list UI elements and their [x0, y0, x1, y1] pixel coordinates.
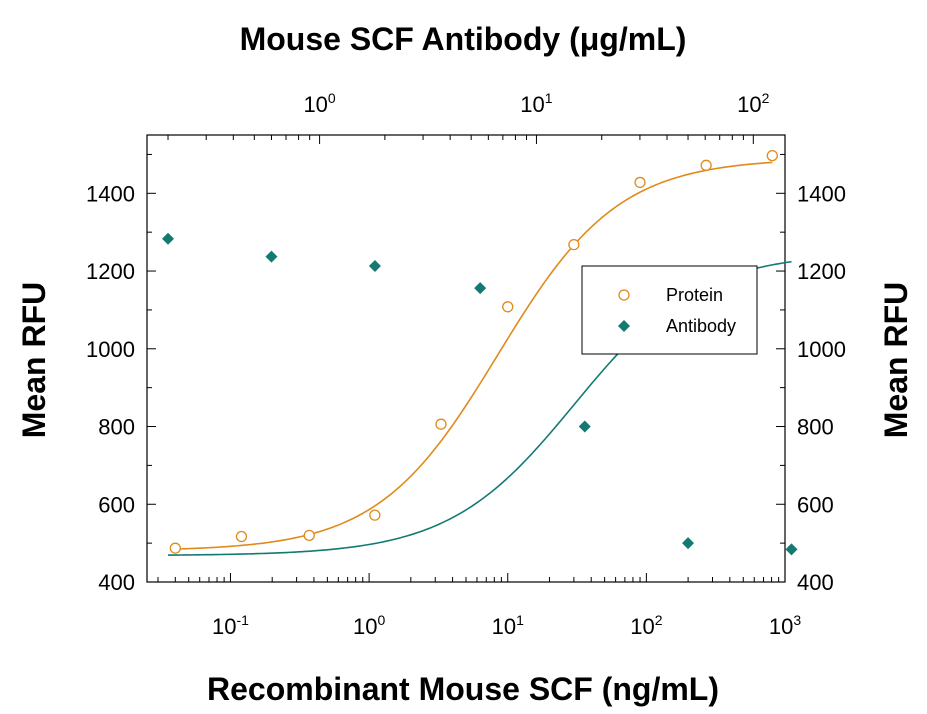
- legend-marker-protein: [618, 289, 630, 301]
- legend-marker-antibody: [618, 320, 630, 332]
- tick-label-exponent: 0: [328, 90, 336, 106]
- bottom-axis-title: Recombinant Mouse SCF (ng/mL): [207, 671, 719, 707]
- data-point-antibody: [162, 232, 175, 245]
- points-layer: [162, 149, 798, 556]
- tick-label-base: 10: [212, 614, 236, 639]
- tick-label-exponent: 2: [655, 612, 663, 628]
- bottom-x-tick-label: 100: [353, 612, 385, 639]
- y-tick-label-left: 600: [98, 492, 135, 517]
- y-tick-label-right: 1000: [797, 337, 846, 362]
- data-point-antibody: [682, 537, 695, 550]
- plot-frame: [146, 134, 786, 583]
- data-point-protein: [766, 149, 778, 162]
- tick-label-exponent: 2: [762, 90, 770, 106]
- legend-label-protein: Protein: [666, 285, 723, 305]
- tick-label-base: 10: [737, 92, 761, 117]
- y-tick-label-right: 600: [797, 492, 834, 517]
- bottom-x-tick-label: 101: [492, 612, 524, 639]
- bottom-x-tick-label: 102: [630, 612, 662, 639]
- data-point-protein: [700, 159, 712, 171]
- top-x-tick-label: 101: [520, 90, 552, 117]
- tick-label-exponent: 0: [377, 612, 385, 628]
- y-tick-label-left: 400: [98, 570, 135, 595]
- y-tick-label-right: 400: [797, 570, 834, 595]
- tick-label-exponent: 1: [545, 90, 553, 106]
- bottom-x-tick-label: 10-1: [212, 612, 249, 639]
- y-tick-label-left: 1200: [86, 259, 135, 284]
- data-point-antibody: [265, 250, 278, 263]
- tick-label-base: 10: [353, 614, 377, 639]
- legend: Protein Antibody: [581, 265, 758, 355]
- tick-label-base: 10: [520, 92, 544, 117]
- top-x-tick-label: 102: [737, 90, 769, 117]
- y-tick-label-left: 1000: [86, 337, 135, 362]
- bottom-x-tick-label: 103: [769, 612, 801, 639]
- data-point-protein: [303, 529, 315, 542]
- data-point-protein: [502, 301, 514, 313]
- curves-layer: [168, 161, 792, 556]
- data-point-antibody: [578, 420, 591, 433]
- tick-label-base: 10: [769, 614, 793, 639]
- y-tick-label-left: 800: [98, 415, 135, 440]
- legend-label-antibody: Antibody: [666, 316, 736, 336]
- data-point-antibody: [474, 282, 487, 295]
- top-x-tick-label: 100: [303, 90, 335, 117]
- tick-label-exponent: 3: [793, 612, 801, 628]
- data-point-protein: [435, 418, 447, 430]
- tick-label-base: 10: [630, 614, 654, 639]
- y-axis-title-left: Mean RFU: [16, 282, 52, 438]
- tick-label-exponent: 1: [516, 612, 524, 628]
- y-tick-label-right: 1200: [797, 259, 846, 284]
- tick-label-exponent: -1: [236, 612, 249, 628]
- fit-curve-protein: [175, 161, 773, 550]
- data-point-antibody: [785, 543, 798, 556]
- tick-label-base: 10: [492, 614, 516, 639]
- tick-label-base: 10: [303, 92, 327, 117]
- data-point-antibody: [368, 259, 381, 272]
- y-tick-label-right: 1400: [797, 181, 846, 206]
- data-point-protein: [235, 530, 248, 543]
- top-axis-title: Mouse SCF Antibody (μg/mL): [240, 21, 687, 57]
- y-axis-title-right: Mean RFU: [878, 282, 914, 438]
- y-tick-label-left: 1400: [86, 181, 135, 206]
- data-point-protein: [568, 238, 580, 251]
- data-point-protein: [169, 542, 181, 554]
- y-tick-label-right: 800: [797, 415, 834, 440]
- data-point-protein: [369, 509, 381, 521]
- legend-box: [581, 265, 758, 355]
- data-point-protein: [634, 176, 646, 189]
